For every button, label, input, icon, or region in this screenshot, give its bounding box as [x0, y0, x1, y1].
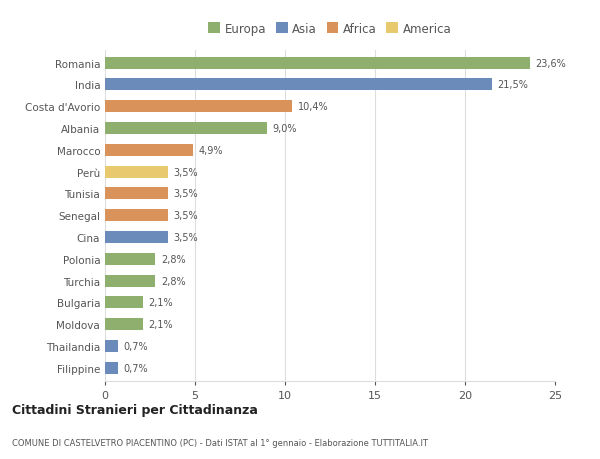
Bar — [105, 275, 155, 287]
Bar — [105, 210, 168, 222]
Text: 2,1%: 2,1% — [148, 298, 173, 308]
Text: 3,5%: 3,5% — [173, 189, 198, 199]
Bar — [105, 188, 168, 200]
Bar — [105, 297, 143, 308]
Text: 3,5%: 3,5% — [173, 232, 198, 242]
Text: 2,1%: 2,1% — [148, 319, 173, 330]
Text: 3,5%: 3,5% — [173, 211, 198, 221]
Bar — [105, 79, 492, 91]
Legend: Europa, Asia, Africa, America: Europa, Asia, Africa, America — [206, 20, 454, 38]
Bar — [105, 57, 530, 69]
Bar — [105, 231, 168, 243]
Text: Cittadini Stranieri per Cittadinanza: Cittadini Stranieri per Cittadinanza — [12, 403, 258, 416]
Text: 23,6%: 23,6% — [535, 59, 566, 68]
Text: COMUNE DI CASTELVETRO PIACENTINO (PC) - Dati ISTAT al 1° gennaio - Elaborazione : COMUNE DI CASTELVETRO PIACENTINO (PC) - … — [12, 438, 428, 447]
Text: 2,8%: 2,8% — [161, 254, 185, 264]
Bar — [105, 340, 118, 352]
Text: 0,7%: 0,7% — [123, 363, 148, 373]
Text: 2,8%: 2,8% — [161, 276, 185, 286]
Bar — [105, 319, 143, 330]
Text: 3,5%: 3,5% — [173, 167, 198, 177]
Bar — [105, 253, 155, 265]
Text: 4,9%: 4,9% — [199, 146, 223, 156]
Text: 10,4%: 10,4% — [298, 102, 328, 112]
Text: 0,7%: 0,7% — [123, 341, 148, 351]
Text: 9,0%: 9,0% — [272, 124, 297, 134]
Bar — [105, 123, 267, 135]
Bar — [105, 166, 168, 178]
Bar — [105, 145, 193, 157]
Text: 21,5%: 21,5% — [497, 80, 528, 90]
Bar — [105, 101, 292, 113]
Bar — [105, 362, 118, 374]
